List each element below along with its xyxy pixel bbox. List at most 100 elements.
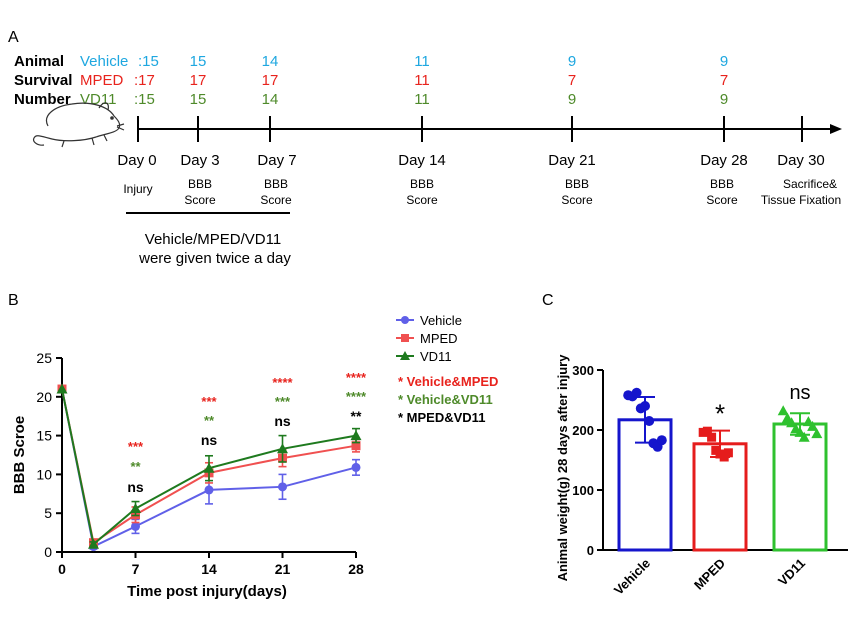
count-mped-day28: 7 — [720, 72, 728, 89]
day-label-28: Day 28 — [700, 152, 748, 169]
chart-c-category-label: Vehicle — [611, 556, 653, 598]
chart-b: 0 5 10 15 20 25 0 7 14 21 28 Time post injury(days)… — [11, 350, 367, 600]
chart-c-ytick-label: 200 — [572, 423, 594, 438]
series-line-vd11 — [61, 388, 357, 547]
data-point-vd11 — [203, 462, 215, 473]
sig-mped-vd11: ns — [201, 432, 218, 448]
count-mped-day7: 17 — [262, 72, 279, 89]
count-vd11-day14: 11 — [414, 91, 430, 108]
chart-c-ytick-label: 300 — [572, 363, 594, 378]
count-mped-day21: 7 — [568, 72, 576, 89]
mouse-icon — [33, 102, 125, 148]
count-vd11-day7: 14 — [262, 91, 279, 108]
event-day28-line2: Score — [706, 193, 738, 207]
chart-b-xtick-label: 0 — [58, 561, 66, 577]
sig-vd11: *** — [275, 394, 291, 409]
count-mped-day14: 11 — [414, 72, 430, 89]
event-day14-line1: BBB — [410, 177, 434, 191]
chart-b-xtick-label: 21 — [275, 561, 291, 577]
count-vd11-day0: :15 — [134, 91, 155, 108]
count-mped-day3: 17 — [190, 72, 207, 89]
count-vd11-day21: 9 — [568, 91, 576, 108]
legend-vd11-marker — [400, 351, 410, 360]
chart-b-ytick-label: 10 — [36, 466, 52, 482]
data-point-vehicle — [351, 462, 361, 472]
sig-mped: *** — [128, 439, 144, 454]
legend-vehicle-label: Vehicle — [420, 313, 462, 328]
chart-b-xtick-label: 28 — [348, 561, 364, 577]
sig-mped-vd11: ns — [127, 479, 144, 495]
count-vd11-day3: 15 — [190, 91, 207, 108]
event-day3-line2: Score — [184, 193, 216, 207]
chart-c-category-label: MPED — [691, 556, 728, 593]
chart-b-legend: Vehicle MPED VD11 — [396, 313, 462, 364]
day-label-0: Day 0 — [117, 152, 156, 169]
bar-point-vd11 — [811, 428, 823, 439]
bar-point-mped — [707, 432, 717, 442]
day-label-3: Day 3 — [180, 152, 219, 169]
bar-point-vehicle — [640, 401, 650, 411]
panel-c-letter: C — [542, 292, 554, 309]
bar-point-vehicle — [644, 416, 655, 426]
row-label-number: Number — [14, 91, 71, 108]
day-label-14: Day 14 — [398, 152, 446, 169]
event-day28-line1: BBB — [710, 177, 734, 191]
event-injury: Injury — [123, 182, 152, 196]
day-label-30: Day 30 — [777, 152, 825, 169]
sig-mped: *** — [201, 394, 217, 409]
chart-b-ytick-label: 0 — [44, 544, 52, 560]
legend-vehicle-marker — [401, 316, 409, 324]
bar-point-vd11 — [798, 431, 810, 442]
count-vehicle-day0: :15 — [138, 53, 159, 70]
comparison-vehicle-vd11: * Vehicle&VD11 — [398, 392, 493, 407]
sig-vd11: **** — [346, 389, 367, 404]
chart-b-xtick-label: 7 — [132, 561, 140, 577]
bar-point-mped — [702, 426, 712, 436]
event-day30-line1: Sacrifice& — [783, 177, 837, 191]
bar-point-vd11 — [777, 405, 789, 416]
chart-c-category-label: VD11 — [775, 556, 808, 589]
event-day3-line1: BBB — [188, 177, 212, 191]
legend-mped-marker — [401, 334, 409, 342]
count-vehicle-day7: 14 — [262, 53, 279, 70]
group-label-mped: MPED — [80, 72, 124, 89]
panel-a-letter: A — [8, 29, 19, 46]
bar-mped — [692, 442, 748, 552]
data-point-vehicle — [278, 482, 287, 492]
sig-mped-vd11: ** — [351, 408, 362, 424]
chart-b-y-axis-label: BBB Scroe — [11, 416, 28, 494]
row-label-survival: Survival — [14, 72, 72, 89]
panel-b-letter: B — [8, 292, 19, 309]
chart-b-ytick-label: 20 — [36, 389, 52, 405]
sig-mped-vd11: ns — [274, 413, 291, 429]
legend-vd11-label: VD11 — [420, 349, 452, 364]
chart-b-xtick-label: 14 — [201, 561, 217, 577]
data-point-vehicle — [204, 485, 214, 495]
event-day7-line2: Score — [260, 193, 292, 207]
bar-point-mped — [723, 448, 733, 458]
count-vehicle-day21: 9 — [568, 53, 576, 70]
data-point-mped — [351, 441, 361, 451]
day-label-7: Day 7 — [257, 152, 296, 169]
event-day30-line2: Tissue Fixation — [761, 193, 841, 207]
event-day7-line1: BBB — [264, 177, 288, 191]
legend-mped-label: MPED — [420, 331, 458, 346]
comparison-vehicle-mped: * Vehicle&MPED — [398, 374, 498, 389]
data-point-vd11 — [277, 443, 288, 454]
chart-b-ytick-label: 5 — [44, 505, 52, 521]
count-mped-day0: :17 — [134, 72, 155, 89]
event-day21-line2: Score — [561, 193, 593, 207]
chart-c-annotation: ns — [789, 382, 810, 404]
bar-vd11 — [772, 422, 828, 552]
bar-point-vehicle — [656, 435, 667, 446]
data-point-vd11 — [88, 538, 99, 549]
row-label-animal: Animal — [14, 53, 64, 70]
timeline-ticks — [137, 116, 803, 142]
count-vehicle-day14: 11 — [414, 53, 430, 70]
sig-mped: **** — [272, 375, 293, 390]
comparison-mped-vd11: * MPED&VD11 — [398, 410, 485, 425]
chart-c-ytick-label: 0 — [587, 543, 594, 558]
bar-point-vehicle — [631, 387, 642, 398]
